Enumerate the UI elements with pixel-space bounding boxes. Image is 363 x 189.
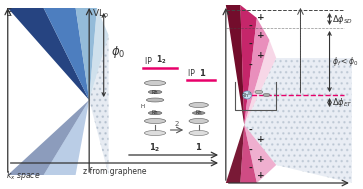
Ellipse shape	[243, 91, 252, 99]
Text: -: -	[248, 22, 252, 30]
Ellipse shape	[263, 94, 270, 97]
Text: Rh: Rh	[152, 90, 158, 94]
Polygon shape	[244, 58, 352, 183]
Text: k$_x$ space: k$_x$ space	[6, 169, 40, 182]
Polygon shape	[244, 18, 269, 125]
Polygon shape	[226, 5, 244, 125]
Ellipse shape	[189, 130, 208, 136]
Text: IP: IP	[146, 57, 155, 66]
Text: +: +	[257, 170, 265, 180]
Ellipse shape	[144, 130, 166, 136]
Text: +: +	[257, 13, 265, 22]
Text: $\phi_f < \phi_0$: $\phi_f < \phi_0$	[333, 55, 359, 68]
Text: $\Delta\phi_{SD}$: $\Delta\phi_{SD}$	[333, 12, 354, 26]
Ellipse shape	[148, 90, 162, 94]
Text: -: -	[248, 125, 252, 135]
Text: 2: 2	[174, 121, 179, 127]
Text: +: +	[257, 136, 265, 145]
Polygon shape	[8, 8, 89, 100]
Ellipse shape	[189, 102, 208, 108]
Text: -: -	[248, 40, 252, 49]
Text: $\phi_0$: $\phi_0$	[111, 44, 126, 60]
Polygon shape	[44, 8, 89, 100]
Text: Rh: Rh	[152, 111, 158, 115]
Text: -: -	[248, 146, 252, 154]
Text: +: +	[257, 30, 265, 40]
Polygon shape	[244, 40, 276, 125]
Text: $\mathbf{1}$: $\mathbf{1}$	[195, 141, 202, 152]
Text: H: H	[140, 105, 144, 109]
Ellipse shape	[189, 119, 208, 123]
Ellipse shape	[148, 111, 162, 115]
Text: $\mathbf{1_2}$: $\mathbf{1_2}$	[156, 53, 167, 66]
Polygon shape	[8, 100, 89, 175]
Text: +: +	[257, 156, 265, 164]
Text: IP: IP	[188, 69, 197, 78]
Text: Rh: Rh	[195, 111, 202, 115]
Text: -: -	[248, 163, 252, 173]
Ellipse shape	[146, 98, 164, 102]
Text: z from graphene: z from graphene	[83, 167, 146, 176]
Text: +: +	[257, 50, 265, 60]
Polygon shape	[240, 5, 257, 125]
Polygon shape	[240, 125, 257, 183]
Ellipse shape	[192, 112, 205, 115]
Polygon shape	[76, 8, 97, 100]
Text: $\mathbf{1_2}$: $\mathbf{1_2}$	[149, 141, 161, 153]
Polygon shape	[89, 35, 109, 175]
Text: -: -	[248, 60, 252, 70]
Polygon shape	[44, 100, 89, 175]
Polygon shape	[89, 8, 109, 100]
Text: $\Delta\phi_{ET}$: $\Delta\phi_{ET}$	[333, 96, 353, 109]
Text: E: E	[6, 8, 12, 18]
Polygon shape	[244, 125, 276, 183]
Polygon shape	[226, 125, 244, 183]
Ellipse shape	[144, 81, 166, 85]
Text: $\mathbf{1}$: $\mathbf{1}$	[199, 67, 206, 78]
Text: VL$_0$: VL$_0$	[92, 7, 109, 19]
Text: Rh$^{III}$: Rh$^{III}$	[241, 90, 253, 100]
Ellipse shape	[255, 90, 263, 94]
Ellipse shape	[144, 119, 166, 123]
